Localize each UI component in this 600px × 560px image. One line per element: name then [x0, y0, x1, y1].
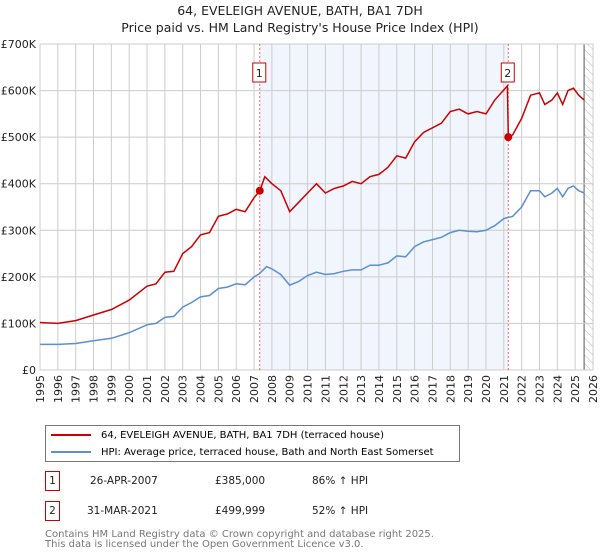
y-tick-label: £100K: [1, 317, 37, 330]
sale-number: 1: [45, 471, 60, 491]
x-tick-label: 1997: [70, 375, 83, 403]
sale-marker-label: 2: [504, 67, 511, 80]
x-tick-label: 2026: [587, 375, 600, 403]
sale-date: 26-APR-2007: [90, 475, 158, 487]
x-tick-label: 2015: [391, 375, 404, 403]
legend-swatch-hpi: [51, 451, 91, 453]
x-tick-label: 1996: [52, 375, 65, 403]
x-tick-label: 2018: [444, 375, 457, 403]
sale-number: 2: [45, 501, 60, 521]
sale-date: 31-MAR-2021: [87, 505, 158, 517]
y-tick-label: £300K: [1, 224, 37, 237]
x-tick-label: 2007: [248, 375, 261, 403]
x-tick-label: 2025: [569, 375, 582, 403]
sale-marker-box: [252, 62, 267, 83]
chart-title: 64, EVELEIGH AVENUE, BATH, BA1 7DH: [177, 3, 423, 18]
x-tick-label: 2006: [230, 375, 243, 403]
sale-hpi-diff: 86% ↑ HPI: [312, 475, 369, 487]
legend-label-property: 64, EVELEIGH AVENUE, BATH, BA1 7DH (terr…: [101, 429, 384, 441]
x-tick-label: 2011: [319, 375, 332, 403]
sale-point: [504, 133, 513, 142]
hpi-line: [40, 185, 585, 346]
legend-label-hpi: HPI: Average price, terraced house, Bath…: [101, 446, 434, 458]
footer: Contains HM Land Registry data © Crown c…: [45, 530, 434, 550]
sale-period-shading: [259, 44, 509, 370]
x-tick-label: 1995: [34, 375, 47, 403]
footer-line-2: This data is licensed under the Open Gov…: [45, 539, 364, 550]
y-tick-label: £600K: [1, 85, 37, 98]
x-tick-label: 2010: [302, 375, 315, 403]
x-tick-label: 2022: [516, 375, 529, 403]
footer-line-1: Contains HM Land Registry data © Crown c…: [45, 529, 434, 540]
sale-price: £385,000: [215, 475, 266, 487]
x-tick-label: 2001: [141, 375, 154, 403]
y-tick-label: £500K: [1, 131, 37, 144]
x-tick-label: 2013: [355, 375, 368, 403]
x-tick-label: 1999: [105, 375, 118, 403]
x-tick-label: 2017: [426, 375, 439, 403]
x-tick-label: 2023: [533, 375, 546, 403]
x-tick-label: 2008: [266, 375, 279, 403]
x-tick-label: 2014: [373, 375, 386, 403]
plot-border: [39, 43, 594, 371]
sale-point: [255, 186, 264, 195]
future-hatch: [584, 44, 593, 370]
chart-subtitle: Price paid vs. HM Land Registry's House …: [121, 20, 479, 35]
legend: 64, EVELEIGH AVENUE, BATH, BA1 7DH (terr…: [45, 425, 460, 462]
x-tick-label: 2012: [337, 375, 350, 403]
x-tick-label: 2004: [195, 375, 208, 403]
x-tick-label: 2020: [480, 375, 493, 403]
x-tick-label: 2024: [551, 375, 564, 403]
x-tick-label: 2005: [212, 375, 225, 403]
legend-swatch-property: [51, 434, 91, 436]
sale-price: £499,999: [215, 505, 266, 517]
plot-area: 1995 1996 1997 1998 1999 2000 2001 2002 2003 2004…: [1, 38, 600, 403]
sale-marker-box: [500, 62, 515, 83]
y-tick-label: £400K: [1, 178, 37, 191]
x-tick-label: 2016: [409, 375, 422, 403]
y-tick-label: £0: [22, 364, 36, 377]
sale-marker-label: 1: [256, 67, 263, 80]
sale-hpi-diff: 52% ↑ HPI: [312, 505, 369, 517]
y-tick-label: £200K: [1, 271, 37, 284]
x-tick-label: 2000: [123, 375, 136, 403]
y-tick-label: £700K: [1, 38, 37, 51]
x-tick-label: 2021: [498, 375, 511, 403]
property-price-line: [39, 83, 585, 325]
x-tick-label: 2003: [177, 375, 190, 403]
x-tick-label: 1998: [88, 375, 101, 403]
x-tick-label: 2019: [462, 375, 475, 403]
x-tick-label: 2002: [159, 375, 172, 403]
x-tick-label: 2009: [284, 375, 297, 403]
